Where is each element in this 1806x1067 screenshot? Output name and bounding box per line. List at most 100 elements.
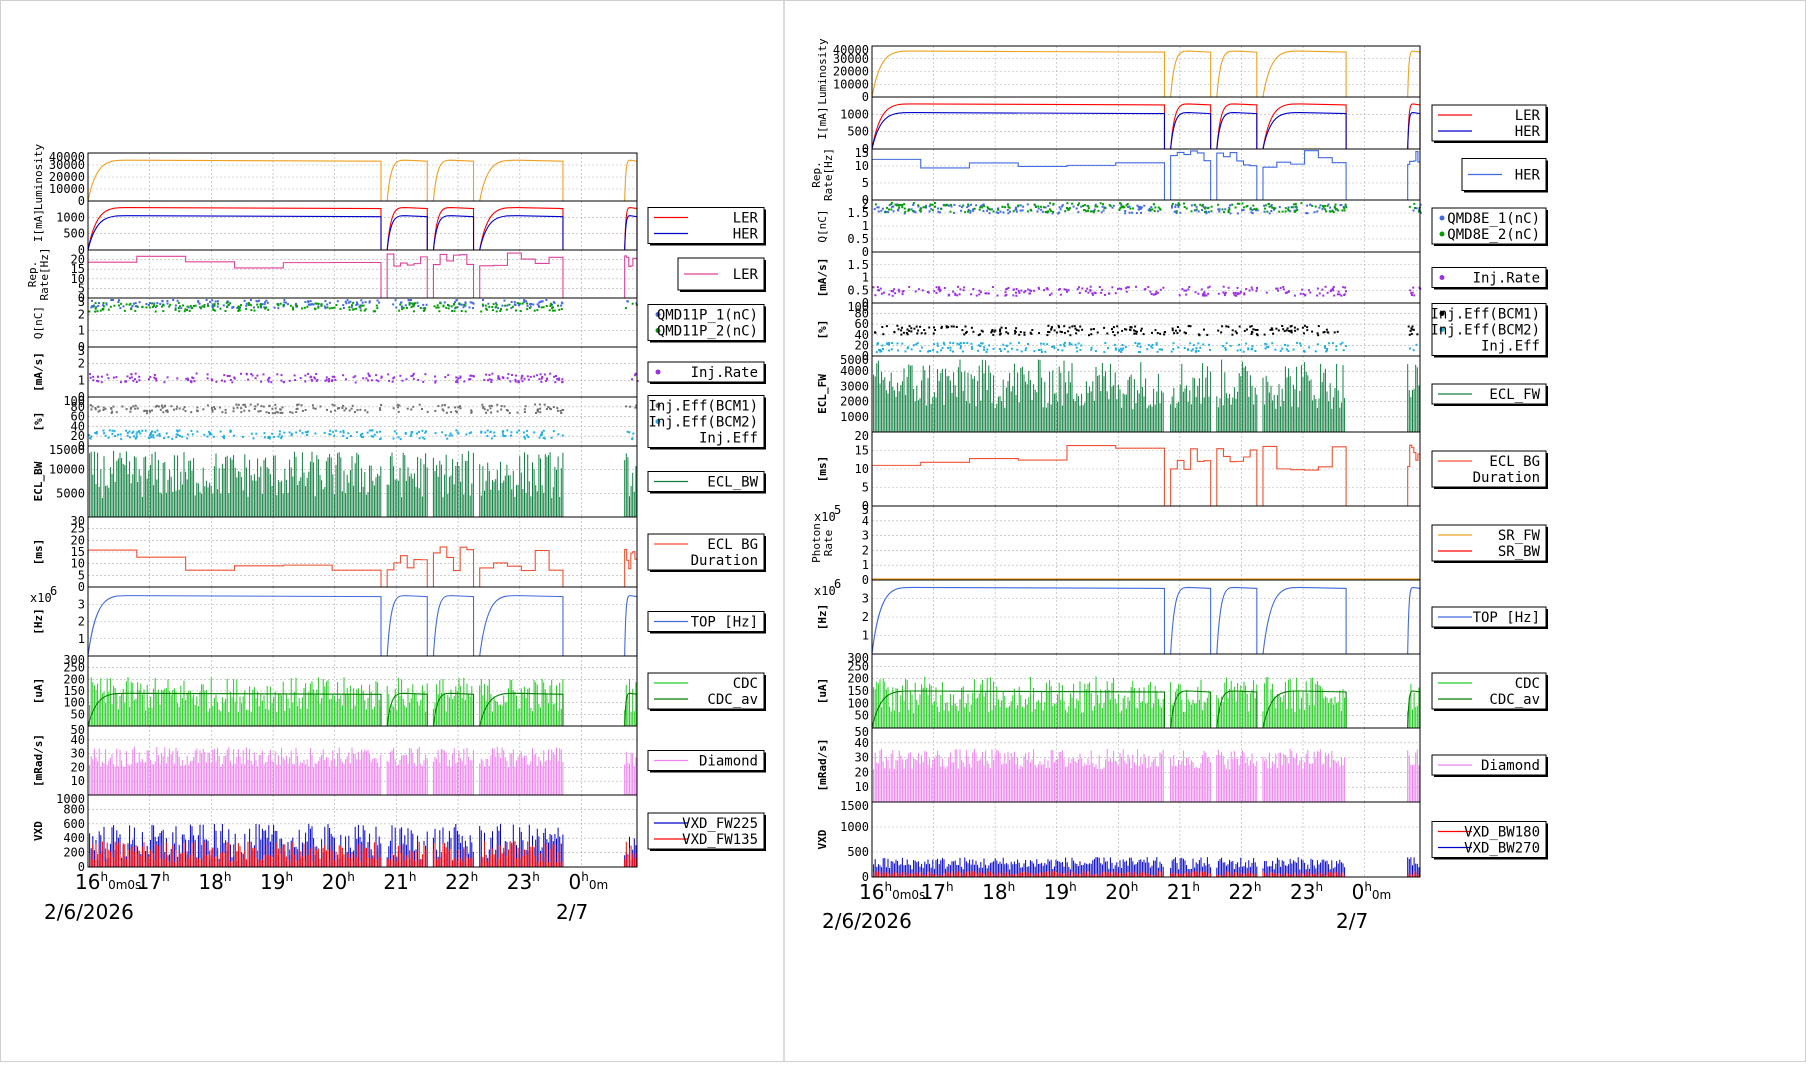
data-dot (1080, 205, 1083, 208)
data-dot (1197, 210, 1200, 213)
data-dot (317, 305, 320, 308)
data-dot (1019, 209, 1022, 212)
data-dot (245, 302, 248, 305)
data-dot (240, 407, 243, 410)
data-dot (987, 207, 990, 210)
data-dot (471, 301, 474, 304)
data-dot (540, 306, 543, 309)
data-dot (1256, 287, 1258, 290)
data-dot (114, 435, 117, 437)
data-dot (1099, 202, 1102, 205)
data-dot (139, 432, 142, 435)
y-tick-label: 100 (847, 300, 869, 314)
data-dot (500, 308, 502, 311)
data-dot (281, 435, 283, 438)
data-dot (1019, 204, 1022, 207)
data-dot (307, 372, 310, 375)
data-dot (408, 302, 411, 305)
data-dot (433, 305, 436, 308)
data-dot (997, 207, 1000, 210)
data-dot (434, 409, 437, 412)
data-dot (226, 375, 229, 377)
data-dot (441, 404, 444, 407)
data-dot (1051, 326, 1053, 329)
y-axis-label: [ms] (32, 539, 45, 566)
data-dot (1163, 331, 1166, 334)
data-dot (453, 303, 456, 305)
data-dot (1120, 287, 1123, 290)
data-dot (543, 437, 546, 440)
data-dot (1178, 294, 1181, 297)
y-tick-label: 3 (78, 295, 85, 309)
data-dot (150, 435, 153, 438)
data-dot (448, 434, 451, 437)
data-dot (178, 429, 181, 432)
data-dot (1203, 328, 1205, 331)
data-dot (533, 309, 536, 312)
data-dot (958, 204, 961, 207)
data-dot (872, 286, 875, 289)
data-dot (960, 206, 963, 209)
data-dot (457, 432, 460, 435)
data-dot (189, 380, 192, 383)
data-dot (557, 304, 559, 307)
legend-label: Inj.Eff(BCM2) (648, 415, 758, 431)
data-dot (1281, 347, 1284, 350)
data-dot (1053, 345, 1055, 348)
data-dot (931, 203, 934, 206)
data-dot (377, 380, 380, 383)
data-dot (1221, 325, 1224, 328)
y-tick-label: 0.5 (847, 232, 869, 246)
data-dot (191, 307, 194, 310)
data-dot (1408, 347, 1411, 350)
data-dot (379, 408, 382, 411)
y-multiplier-exponent: 5 (834, 503, 841, 517)
data-dot (350, 435, 352, 437)
data-dot (1057, 348, 1060, 351)
data-dot (154, 405, 157, 408)
y-tick-label: 150 (63, 684, 85, 698)
data-dot (561, 380, 564, 383)
data-dot (1270, 204, 1273, 207)
data-dot (446, 437, 449, 440)
row-inj-eff-bcm1-: 100806040200[%]Inj.Eff(BCM1)Inj.Eff(BCM2… (816, 300, 1548, 363)
data-dot (236, 406, 239, 409)
data-dot (183, 310, 186, 313)
data-dot (1338, 293, 1341, 296)
data-dot (174, 304, 177, 307)
data-dot (408, 303, 411, 306)
data-dot (1156, 350, 1159, 353)
data-dot (1326, 349, 1328, 352)
data-dot (988, 344, 991, 347)
data-dot (516, 431, 519, 434)
data-dot (1015, 327, 1018, 330)
data-dot (1412, 209, 1415, 212)
data-dot (1064, 341, 1066, 344)
row-frame (87, 516, 638, 588)
data-dot (537, 410, 539, 413)
data-dot (1332, 211, 1335, 214)
data-dot (1074, 343, 1077, 346)
data-dot (1122, 347, 1125, 350)
data-dot (501, 433, 504, 436)
data-dot (237, 403, 240, 406)
data-dot (1100, 291, 1103, 294)
y-axis-label: [uA] (32, 678, 45, 705)
x-tick-sup: h (946, 880, 954, 894)
data-dot (1183, 206, 1186, 208)
data-dot (887, 342, 890, 344)
y-tick-label: 200 (847, 672, 869, 686)
data-dot (1340, 294, 1343, 297)
data-dot (455, 376, 458, 379)
data-dot (1075, 329, 1078, 331)
data-dot (1126, 286, 1129, 289)
data-dot (945, 203, 948, 206)
data-dot (1245, 288, 1248, 290)
data-dot (480, 430, 483, 433)
data-dot (1201, 294, 1204, 297)
legend-box (647, 395, 765, 448)
data-dot (372, 435, 375, 438)
data-dot (1327, 203, 1330, 206)
data-dot (496, 410, 499, 413)
data-dot (133, 435, 136, 438)
